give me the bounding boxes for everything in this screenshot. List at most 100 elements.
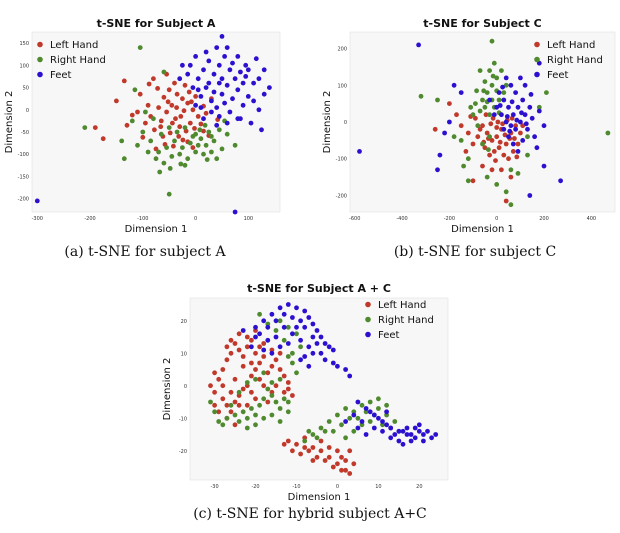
data-point	[392, 419, 398, 424]
data-point	[432, 126, 438, 132]
data-point	[290, 350, 295, 356]
data-point	[277, 350, 283, 356]
data-point	[214, 105, 220, 110]
y-tick-label: -10	[179, 416, 187, 422]
data-point	[253, 324, 258, 330]
data-point	[187, 120, 193, 126]
data-point	[228, 409, 234, 415]
data-point	[508, 82, 514, 88]
data-point	[236, 419, 242, 424]
data-point	[281, 396, 287, 402]
data-point	[499, 167, 504, 173]
data-point	[166, 125, 172, 130]
y-tick-label: 0	[26, 108, 29, 114]
data-point	[376, 415, 381, 421]
chart-title: t-SNE for Subject A	[97, 17, 216, 30]
data-point	[496, 97, 502, 103]
data-point	[522, 82, 528, 88]
data-point	[253, 350, 258, 356]
data-point	[504, 114, 510, 119]
data-point	[298, 344, 303, 350]
data-point	[314, 435, 320, 441]
data-point	[477, 108, 483, 114]
data-point	[487, 112, 492, 118]
data-point	[232, 142, 238, 148]
legend-marker	[365, 316, 371, 323]
data-point	[285, 302, 291, 307]
x-tick-label: -10	[292, 484, 300, 490]
data-point	[201, 151, 206, 157]
x-tick-label: -200	[444, 216, 455, 222]
data-point	[214, 45, 220, 50]
data-point	[135, 142, 140, 148]
data-point	[281, 324, 287, 330]
data-point	[219, 146, 225, 152]
data-point	[277, 419, 283, 424]
data-point	[318, 425, 324, 431]
data-point	[522, 112, 528, 118]
scatter-chart-subject-c: t-SNE for Subject C -600 -400 -200 0 200 400 -2…	[322, 17, 616, 235]
scatter-chart-subject-a: t-SNE for Subject A -300 -200 -100 0 100 -200 -…	[4, 17, 281, 235]
data-point	[290, 448, 295, 454]
data-point	[371, 412, 377, 418]
data-point	[244, 425, 250, 431]
data-point	[212, 402, 217, 408]
data-point	[477, 68, 483, 73]
data-point	[151, 116, 156, 122]
data-point	[189, 99, 194, 105]
chart-panel-b: t-SNE for Subject C -600 -400 -200 0 200 400 -2…	[322, 17, 620, 240]
data-point	[310, 432, 316, 437]
data-point	[451, 82, 457, 88]
data-point	[367, 419, 373, 424]
data-point	[187, 62, 193, 68]
data-point	[298, 337, 303, 343]
data-point	[140, 134, 146, 140]
data-point	[421, 432, 426, 437]
data-point	[180, 96, 185, 102]
legend-label: Right Hand	[547, 55, 603, 66]
data-point	[515, 141, 521, 147]
data-point	[174, 91, 180, 97]
legend-label: Feet	[378, 330, 400, 341]
data-point	[489, 82, 495, 88]
data-point	[487, 68, 492, 73]
data-point	[261, 67, 267, 73]
data-point	[206, 129, 212, 135]
legend-marker	[37, 56, 43, 63]
data-point	[151, 76, 156, 82]
data-point	[174, 129, 180, 135]
data-point	[355, 425, 361, 431]
data-point	[489, 167, 495, 173]
data-point	[412, 435, 418, 441]
data-point	[473, 115, 478, 121]
data-point	[243, 74, 249, 79]
data-point	[290, 331, 295, 337]
data-point	[322, 341, 328, 346]
data-point	[294, 331, 299, 337]
data-point	[416, 428, 422, 434]
data-point	[465, 178, 471, 184]
data-point	[326, 445, 332, 450]
data-point	[204, 157, 210, 163]
data-point	[193, 102, 199, 108]
data-point	[343, 419, 348, 424]
data-point	[202, 122, 208, 128]
data-point	[164, 145, 170, 150]
data-point	[347, 415, 353, 421]
data-point	[528, 92, 534, 97]
data-point	[310, 321, 316, 327]
data-point	[489, 38, 495, 44]
data-point	[503, 119, 509, 125]
y-tick-label: -50	[21, 130, 29, 136]
data-point	[359, 402, 365, 408]
data-point	[363, 409, 369, 415]
data-point	[408, 438, 414, 444]
data-point	[261, 91, 267, 97]
data-point	[186, 89, 192, 95]
data-point	[458, 123, 464, 129]
x-tick-label: -30	[210, 484, 218, 490]
legend-marker	[37, 71, 43, 78]
data-point	[515, 104, 521, 110]
data-point	[251, 80, 256, 86]
data-point	[474, 88, 479, 94]
